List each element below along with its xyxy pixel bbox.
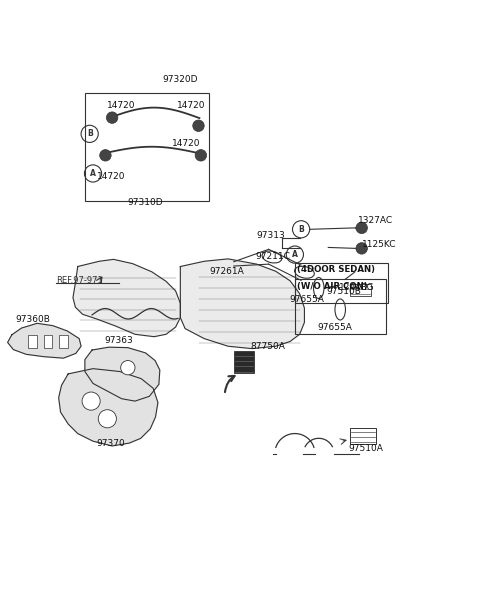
Bar	[28, 336, 36, 348]
Text: 97363: 97363	[104, 336, 133, 344]
Text: 1125KC: 1125KC	[362, 240, 396, 249]
Text: B: B	[298, 225, 304, 234]
Text: 14720: 14720	[108, 101, 136, 110]
Circle shape	[100, 150, 111, 161]
Text: A: A	[292, 250, 298, 259]
Circle shape	[193, 120, 204, 131]
Text: 97320D: 97320D	[163, 75, 198, 84]
Text: 97313: 97313	[256, 230, 285, 239]
Bar	[350, 428, 376, 444]
Bar	[295, 263, 388, 303]
Text: 97360B: 97360B	[16, 315, 50, 324]
Text: 14720: 14720	[177, 101, 205, 110]
Polygon shape	[8, 324, 81, 358]
Polygon shape	[180, 259, 304, 349]
Circle shape	[195, 150, 206, 161]
Text: (4DOOR SEDAN): (4DOOR SEDAN)	[297, 266, 375, 275]
Bar	[295, 279, 385, 334]
Text: 97510B: 97510B	[326, 287, 361, 296]
Circle shape	[98, 410, 116, 428]
Circle shape	[356, 222, 367, 233]
Text: 97655A: 97655A	[289, 296, 324, 304]
Text: A: A	[90, 169, 96, 178]
Text: B: B	[87, 130, 93, 139]
Bar	[350, 284, 371, 296]
Circle shape	[120, 361, 135, 375]
Text: (W/O AIR CON): (W/O AIR CON)	[297, 282, 368, 291]
Text: 1327AC: 1327AC	[359, 216, 394, 225]
Text: 97510A: 97510A	[349, 444, 384, 453]
Text: 97655A: 97655A	[318, 322, 352, 331]
Text: 97370: 97370	[96, 439, 125, 448]
Polygon shape	[59, 369, 158, 446]
Text: REF.97-971: REF.97-971	[56, 276, 103, 285]
Polygon shape	[85, 347, 160, 401]
Circle shape	[82, 392, 100, 410]
Bar	[44, 336, 52, 348]
Bar	[85, 93, 209, 201]
Bar	[59, 336, 68, 348]
Text: 87750A: 87750A	[251, 341, 286, 350]
Text: 97310D: 97310D	[127, 198, 163, 207]
Text: 14720: 14720	[172, 139, 201, 148]
Text: 97211C: 97211C	[256, 252, 290, 261]
Polygon shape	[73, 259, 180, 337]
Circle shape	[107, 112, 118, 124]
Text: 14720: 14720	[97, 172, 125, 181]
Circle shape	[356, 242, 367, 254]
Text: 1244BG: 1244BG	[339, 282, 375, 291]
Text: 97261A: 97261A	[209, 267, 244, 276]
Bar	[234, 350, 254, 374]
